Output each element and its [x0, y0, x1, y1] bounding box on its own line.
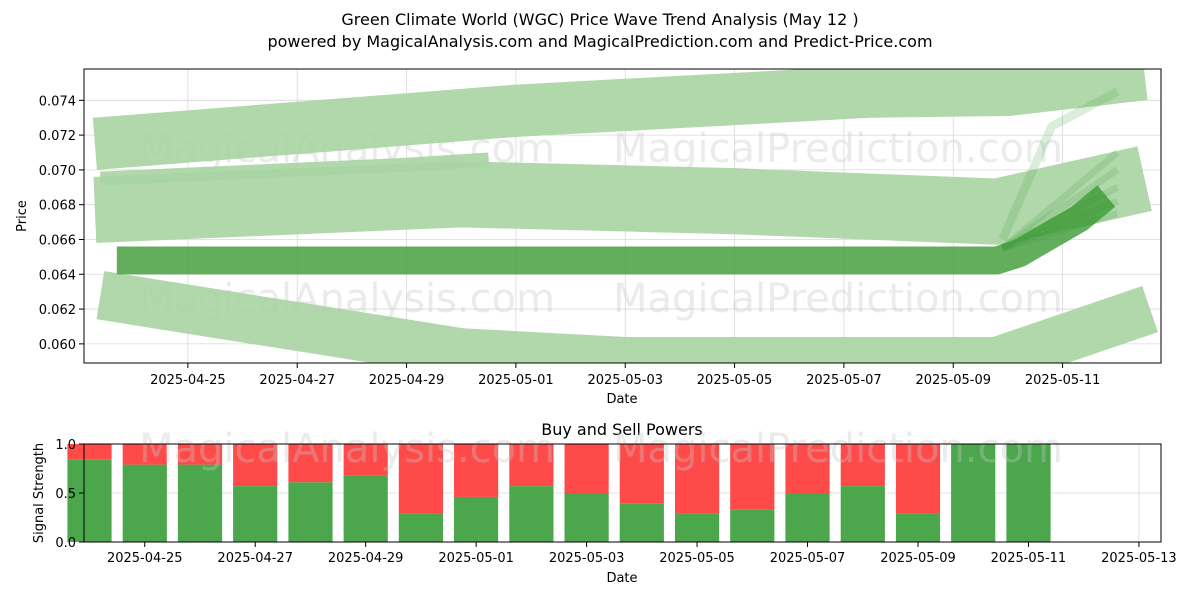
sell-bar	[840, 444, 885, 487]
forecast-fan-2	[1000, 167, 1120, 252]
top-axes-frame	[83, 68, 1162, 364]
forecast-fan-1	[1000, 184, 1119, 252]
top-y-tick-label: 0.062	[39, 303, 76, 318]
buy-bar	[840, 486, 885, 542]
buy-bar	[675, 513, 720, 542]
sell-bar	[398, 444, 443, 514]
top-x-tick-label: 2025-05-07	[806, 373, 882, 388]
sell-bar	[177, 444, 223, 465]
bottom-x-tick-label: 2025-05-09	[880, 551, 956, 566]
bottom-x-tick-label: 2025-05-07	[770, 551, 846, 566]
lower-band	[96, 271, 1158, 363]
sell-bar	[785, 444, 830, 493]
top-y-tick-label: 0.066	[39, 233, 76, 248]
bottom-x-tick-label: 2025-05-11	[991, 551, 1067, 566]
top-y-tick-label: 0.060	[39, 338, 76, 353]
watermark-5: MagicalAnalysis.com	[139, 426, 555, 472]
bottom-watermarks: MagicalAnalysis.com MagicalPrediction.co…	[139, 426, 1063, 472]
buy-bar	[122, 464, 167, 542]
forecast-fan-4	[1001, 197, 1119, 252]
top-y-ticks: 0.060 0.062 0.064 0.066 0.068 0.070 0.072 0.074	[39, 94, 84, 353]
bottom-x-ticks: 2025-04-25 2025-04-27 2025-04-29 2025-05-01…	[107, 542, 1177, 566]
forecast-fan-3	[1000, 149, 1120, 251]
bottom-x-tick-label: 2025-05-05	[659, 551, 735, 566]
buy-bar	[454, 496, 499, 542]
buy-bar	[398, 513, 443, 542]
watermark-2: MagicalPrediction.com	[613, 126, 1063, 172]
price-wave-panel: MagicalAnalysis.com MagicalPrediction.co…	[15, 68, 1162, 407]
buy-bar	[564, 493, 609, 542]
sell-bar	[509, 444, 554, 487]
thin-band	[100, 152, 490, 186]
bottom-x-tick-label: 2025-05-03	[549, 551, 625, 566]
top-x-tick-label: 2025-05-05	[697, 373, 773, 388]
chart-subtitle: powered by MagicalAnalysis.com and Magic…	[267, 32, 932, 51]
sell-bar	[895, 444, 941, 514]
buy-bar	[343, 475, 388, 542]
buy-bar	[619, 503, 664, 542]
top-y-tick-label: 0.070	[39, 164, 76, 179]
buy-bar	[895, 513, 941, 542]
buy-bar	[785, 493, 830, 542]
top-y-tick-label: 0.068	[39, 199, 76, 214]
bottom-y-axis-label: Signal Strength	[32, 443, 47, 543]
top-x-tick-label: 2025-05-01	[478, 373, 554, 388]
sell-bar	[564, 444, 609, 493]
forecast-fan-5	[998, 87, 1120, 242]
bottom-y-ticks: 0.0 0.5 1.0	[55, 438, 84, 551]
bottom-x-tick-label: 2025-04-25	[107, 551, 183, 566]
chart-title: Green Climate World (WGC) Price Wave Tre…	[341, 10, 858, 29]
top-x-tick-label: 2025-05-03	[587, 373, 663, 388]
sell-bar	[343, 444, 388, 476]
buy-bar	[233, 486, 278, 542]
buy-bar	[1006, 444, 1051, 542]
sell-bar	[67, 444, 112, 460]
bottom-y-tick-label: 1.0	[55, 438, 76, 453]
buy-sell-panel: Buy and Sell Powers MagicalAnalysis.com …	[32, 420, 1177, 586]
sell-bar	[730, 444, 775, 510]
sell-bar	[619, 444, 664, 504]
sell-bar	[122, 444, 167, 465]
buy-bar	[951, 444, 996, 542]
bottom-x-tick-label: 2025-04-27	[217, 551, 293, 566]
top-x-tick-label: 2025-04-27	[259, 373, 335, 388]
sell-bar	[288, 444, 333, 483]
bottom-y-tick-label: 0.5	[55, 487, 76, 502]
bottom-x-tick-label: 2025-05-13	[1101, 551, 1177, 566]
top-y-tick-label: 0.072	[39, 129, 76, 144]
top-x-tick-label: 2025-04-29	[369, 373, 445, 388]
middle-band	[93, 146, 1152, 245]
top-x-tick-label: 2025-05-11	[1025, 373, 1101, 388]
buy-bar	[177, 464, 223, 542]
buy-bar	[288, 482, 333, 542]
bottom-x-axis-label: Date	[606, 571, 637, 586]
forecast-fan-6	[1001, 210, 1119, 252]
bottom-x-tick-label: 2025-04-29	[328, 551, 404, 566]
bottom-y-tick-label: 0.0	[55, 536, 76, 551]
bottom-x-tick-label: 2025-05-01	[438, 551, 514, 566]
price-band	[116, 185, 1116, 275]
bottom-title: Buy and Sell Powers	[541, 420, 703, 439]
top-x-tick-label: 2025-05-09	[915, 373, 991, 388]
top-y-axis-label: Price	[15, 200, 30, 232]
price-bands	[92, 69, 1158, 363]
sell-bar	[454, 444, 499, 497]
sell-bar	[675, 444, 720, 514]
top-x-tick-label: 2025-04-25	[150, 373, 226, 388]
buy-bar	[509, 486, 554, 542]
top-y-tick-label: 0.064	[39, 268, 76, 283]
top-y-tick-label: 0.074	[39, 94, 76, 109]
top-x-ticks: 2025-04-25 2025-04-27 2025-04-29 2025-05-01…	[150, 363, 1100, 388]
upper-band	[92, 69, 1148, 170]
buy-sell-bars	[67, 444, 1051, 542]
sell-bar	[233, 444, 278, 487]
watermark-6: MagicalPrediction.com	[613, 426, 1063, 472]
watermark-4: MagicalPrediction.com	[613, 276, 1063, 322]
buy-bar	[730, 509, 775, 542]
top-x-axis-label: Date	[606, 392, 637, 407]
buy-bar	[67, 459, 112, 542]
